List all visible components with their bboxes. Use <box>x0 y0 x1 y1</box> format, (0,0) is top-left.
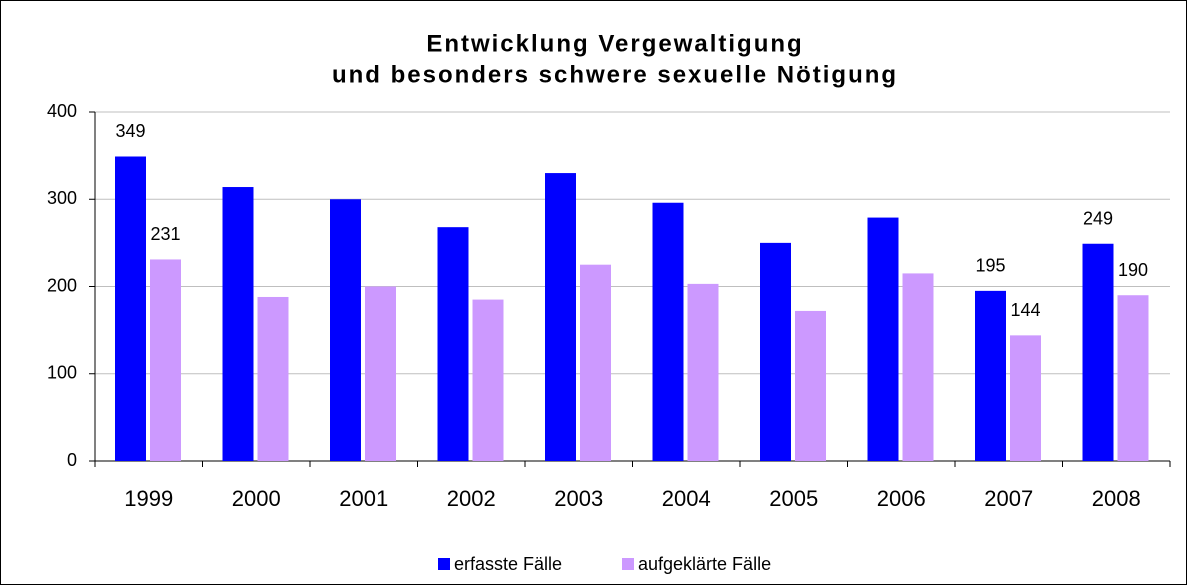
x-tick-label: 2004 <box>662 486 711 511</box>
bar <box>1082 243 1114 461</box>
legend-swatch <box>438 558 450 570</box>
y-tick-label: 200 <box>47 275 77 295</box>
value-label: 144 <box>1010 300 1040 320</box>
bar <box>257 296 289 461</box>
bar <box>222 187 254 461</box>
bar <box>150 259 181 461</box>
x-tick-label: 2005 <box>769 486 818 511</box>
bar <box>330 199 361 461</box>
legend-label: erfasste Fälle <box>454 554 562 574</box>
bar <box>365 286 396 461</box>
bar <box>1117 295 1149 461</box>
x-tick-label: 2006 <box>877 486 926 511</box>
bar <box>115 156 146 461</box>
bar <box>795 310 826 461</box>
value-label: 195 <box>975 256 1005 276</box>
bar <box>760 242 791 461</box>
value-label: 349 <box>115 121 145 141</box>
x-tick-label: 1999 <box>124 486 173 511</box>
bar <box>975 290 1006 461</box>
bar <box>687 283 719 461</box>
y-tick-label: 300 <box>47 188 77 208</box>
x-tick-label: 2003 <box>554 486 603 511</box>
value-label: 231 <box>150 224 180 244</box>
bar <box>545 173 576 461</box>
bar <box>867 217 899 461</box>
y-tick-label: 0 <box>67 450 77 470</box>
bar <box>1010 335 1041 461</box>
bar <box>580 264 611 461</box>
value-label: 249 <box>1083 208 1113 228</box>
value-label: 190 <box>1118 260 1148 280</box>
x-tick-label: 2001 <box>339 486 388 511</box>
chart-title: Entwicklung Vergewaltigung <box>426 30 803 57</box>
bar <box>472 299 504 461</box>
x-tick-label: 2000 <box>232 486 281 511</box>
x-tick-label: 2007 <box>984 486 1033 511</box>
bar <box>437 227 469 461</box>
x-tick-label: 2008 <box>1092 486 1141 511</box>
bar <box>652 202 684 462</box>
y-tick-label: 400 <box>47 101 77 121</box>
y-tick-label: 100 <box>47 363 77 383</box>
legend-label: aufgeklärte Fälle <box>638 554 771 574</box>
bar <box>902 273 934 461</box>
x-tick-label: 2002 <box>447 486 496 511</box>
chart-title: und besonders schwere sexuelle Nötigung <box>332 61 898 88</box>
legend-swatch <box>622 558 634 570</box>
